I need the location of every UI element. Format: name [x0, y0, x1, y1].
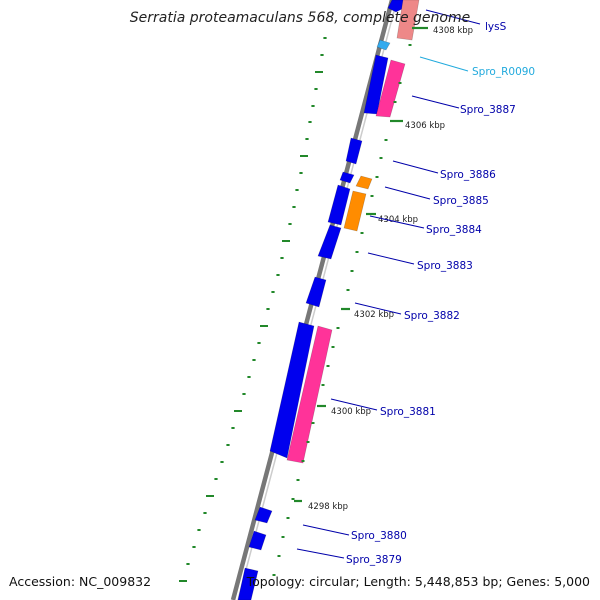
label-leader-line [384, 186, 431, 200]
kbp-tick-label: 4298 kbp [308, 502, 348, 512]
gene-arrow-partial[interactable] [396, 0, 420, 41]
gene-label[interactable]: Spro_3885 [433, 195, 489, 207]
label-leader-line [392, 160, 439, 174]
label-leader-line [367, 252, 415, 265]
label-leader-line [411, 95, 460, 109]
gene-label[interactable]: lysS [485, 21, 507, 33]
rna-gene-arrow[interactable] [376, 39, 391, 51]
gene-label[interactable]: Spro_3882 [404, 310, 460, 322]
gene-label[interactable]: Spro_3879 [346, 554, 402, 566]
label-leader-line [354, 302, 402, 315]
label-leader-line [302, 524, 350, 536]
gene-arrow[interactable] [248, 530, 267, 551]
gene-arrow[interactable] [317, 224, 342, 260]
gene-label[interactable]: Spro_3883 [417, 260, 473, 272]
kbp-tick-label: 4308 kbp [433, 26, 473, 36]
gene-arrow[interactable] [327, 184, 351, 226]
gene-arrow-reverse[interactable] [375, 59, 406, 118]
genome-title: Serratia proteamaculans 568, complete ge… [129, 10, 471, 26]
kbp-tick-label: 4304 kbp [378, 215, 418, 225]
kbp-tick-label: 4306 kbp [405, 121, 445, 131]
label-leader-line [419, 56, 469, 72]
gene-label[interactable]: Spro_3880 [351, 530, 407, 542]
kbp-tick-label: 4300 kbp [331, 407, 371, 417]
kbp-ticks: 4308 kbp 4306 kbp 4304 kbp 4302 kbp 4300 kbp… [294, 26, 473, 512]
gene-arrow[interactable] [339, 171, 355, 184]
outer-tick-dashes [179, 37, 327, 582]
gene-label[interactable]: Spro_3886 [440, 169, 496, 181]
label-leader-line [369, 215, 425, 229]
kbp-tick-label: 4302 kbp [354, 310, 394, 320]
gene-arrow[interactable] [345, 137, 363, 165]
gene-label[interactable]: Spro_3884 [426, 224, 482, 236]
gene-arrow-orange[interactable] [355, 175, 373, 190]
gene-arrow[interactable] [237, 567, 259, 600]
gene-arrow[interactable] [387, 0, 407, 13]
gene-arrow-orange[interactable] [343, 190, 367, 232]
accession-text: Accession: NC_009832 [9, 574, 152, 589]
gene-features [237, 0, 420, 600]
label-leader-line [330, 398, 378, 411]
gene-arrow-reverse[interactable] [286, 325, 333, 464]
gene-label[interactable]: Spro_3881 [380, 406, 436, 418]
gene-label[interactable]: Spro_3887 [460, 104, 516, 116]
label-leader-line [425, 9, 481, 25]
gene-arrow[interactable] [305, 276, 327, 308]
gene-labels: lysS Spro_R0090 Spro_3887 Spro_3886 Spro_388… [296, 9, 535, 566]
gene-label[interactable]: Spro_R0090 [472, 66, 535, 78]
gene-arrow[interactable] [254, 506, 273, 524]
gene-arrow[interactable] [269, 321, 315, 459]
label-leader-line [296, 548, 345, 559]
topology-text: Topology: circular; Length: 5,448,853 bp… [246, 574, 590, 589]
